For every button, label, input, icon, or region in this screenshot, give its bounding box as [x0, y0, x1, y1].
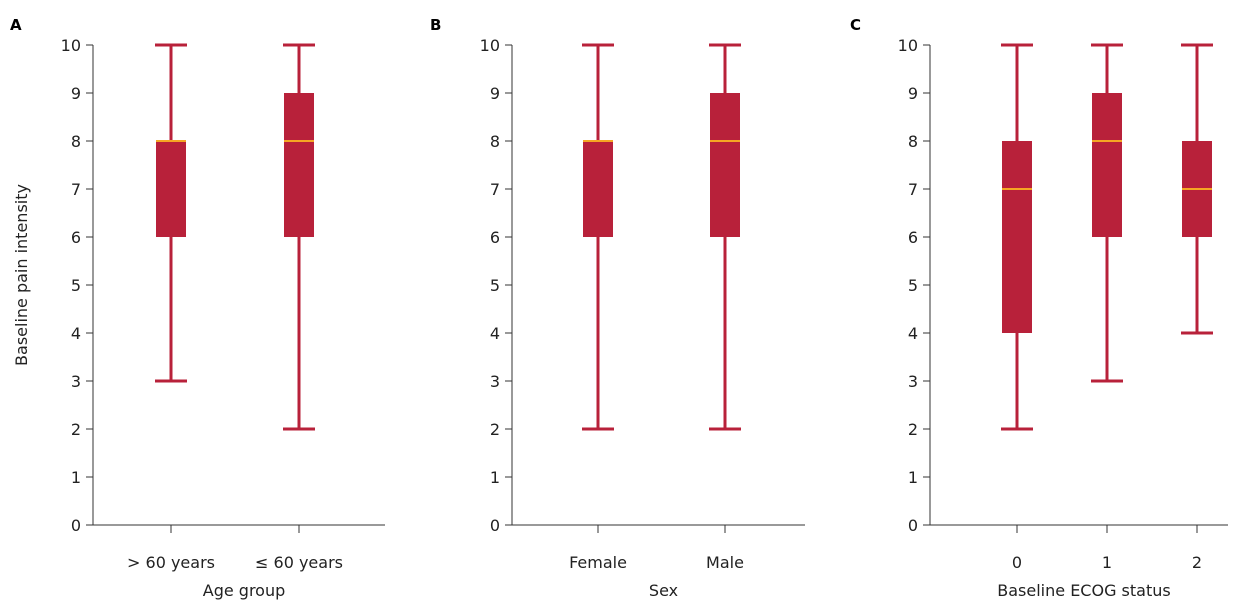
panel-label: A: [10, 16, 22, 34]
y-tick-label: 10: [480, 36, 500, 55]
iqr-box: [156, 141, 186, 237]
box-1: [283, 43, 315, 431]
x-tick-label: 1: [1102, 553, 1112, 572]
x-axis-title: Baseline ECOG status: [997, 581, 1170, 600]
y-tick-label: 6: [908, 228, 918, 247]
y-tick-label: 4: [490, 324, 500, 343]
iqr-box: [710, 93, 740, 237]
x-tick-label: ≤ 60 years: [255, 553, 343, 572]
iqr-box: [583, 141, 613, 237]
y-tick-label: 2: [908, 420, 918, 439]
y-tick-label: 10: [898, 36, 918, 55]
iqr-box: [1092, 93, 1122, 237]
y-tick-label: 5: [71, 276, 81, 295]
x-axis-title: Age group: [203, 581, 286, 600]
y-tick-label: 7: [908, 180, 918, 199]
y-tick-label: 5: [908, 276, 918, 295]
y-axis-title: Baseline pain intensity: [12, 184, 31, 366]
y-tick-label: 0: [71, 516, 81, 535]
panel-b: B 0 1 2 3 4 5 6 7 8 9 10 Female Male Sex: [430, 16, 805, 600]
y-tick-label: 4: [71, 324, 81, 343]
y-tick-label: 7: [490, 180, 500, 199]
box-1: [1091, 43, 1123, 383]
y-tick-label: 3: [908, 372, 918, 391]
panel-label: B: [430, 16, 441, 34]
box-0: [1001, 43, 1033, 431]
box-2: [1181, 43, 1213, 335]
x-tick-label: 0: [1012, 553, 1022, 572]
y-tick-label: 10: [61, 36, 81, 55]
y-tick-label: 6: [71, 228, 81, 247]
y-tick-label: 1: [908, 468, 918, 487]
y-tick-label: 8: [490, 132, 500, 151]
x-tick-label: > 60 years: [127, 553, 215, 572]
y-tick-label: 0: [490, 516, 500, 535]
y-tick-label: 5: [490, 276, 500, 295]
y-tick-label: 6: [490, 228, 500, 247]
box-0: [155, 43, 187, 383]
y-tick-label: 9: [71, 84, 81, 103]
y-tick-label: 3: [490, 372, 500, 391]
y-tick-label: 2: [71, 420, 81, 439]
y-tick-label: 1: [490, 468, 500, 487]
y-tick-label: 0: [908, 516, 918, 535]
x-tick-label: Male: [706, 553, 744, 572]
panel-a: A 0 1 2 3 4 5 6 7 8 9 10 Baseline pain intensity > 60…: [10, 16, 385, 600]
iqr-box: [284, 93, 314, 237]
x-tick-label: Female: [569, 553, 627, 572]
y-tick-label: 3: [71, 372, 81, 391]
y-tick-label: 9: [490, 84, 500, 103]
box-0: [582, 43, 614, 431]
panel-label: C: [850, 16, 861, 34]
panel-c: C 0 1 2 3 4 5 6 7 8 9 10 0 1 2 Baseline ECOG status: [850, 16, 1228, 600]
y-tick-label: 4: [908, 324, 918, 343]
y-tick-label: 8: [908, 132, 918, 151]
box-1: [709, 43, 741, 431]
y-tick-label: 8: [71, 132, 81, 151]
iqr-box: [1002, 141, 1032, 333]
y-tick-label: 9: [908, 84, 918, 103]
y-tick-label: 7: [71, 180, 81, 199]
x-tick-label: 2: [1192, 553, 1202, 572]
x-axis-title: Sex: [649, 581, 678, 600]
y-tick-label: 2: [490, 420, 500, 439]
y-tick-label: 1: [71, 468, 81, 487]
